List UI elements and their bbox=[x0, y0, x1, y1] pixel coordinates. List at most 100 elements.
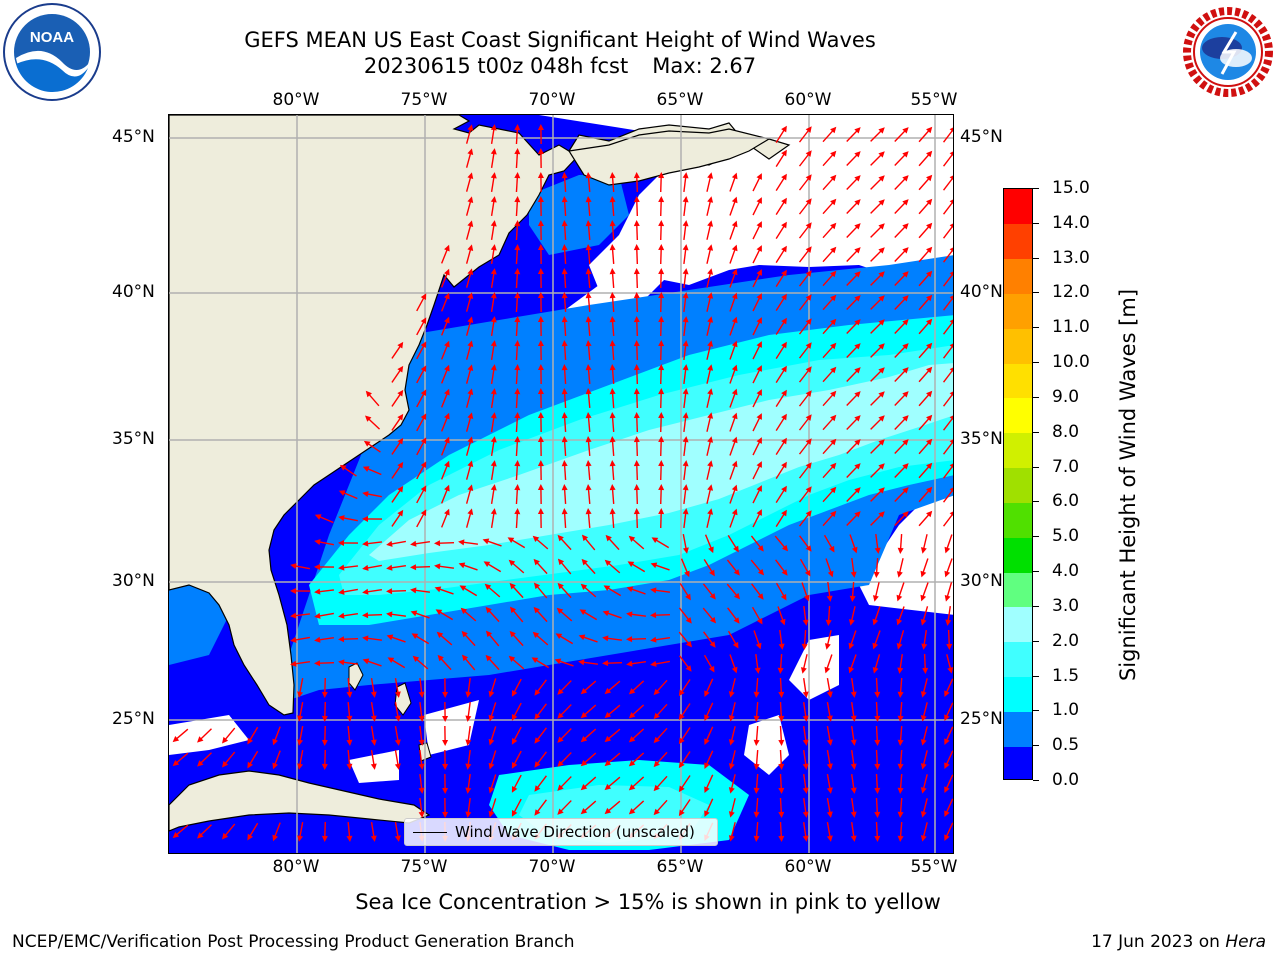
wave-direction-arrow bbox=[603, 585, 622, 597]
wave-direction-arrow bbox=[297, 678, 304, 698]
wave-direction-arrow bbox=[775, 269, 787, 287]
wave-direction-arrow bbox=[459, 585, 478, 597]
wave-direction-arrow bbox=[604, 776, 621, 791]
wave-direction-arrow bbox=[321, 677, 328, 698]
lat-label-right: 45°N bbox=[960, 127, 1003, 147]
wave-direction-arrow bbox=[798, 294, 812, 311]
forecast-run: 20230615 t00z 048h fcst bbox=[363, 54, 629, 78]
wave-direction-arrow bbox=[752, 269, 762, 288]
wave-direction-arrow bbox=[826, 822, 833, 842]
wave-direction-arrow bbox=[728, 702, 736, 722]
wave-direction-arrow bbox=[846, 415, 861, 430]
wave-direction-arrow bbox=[682, 460, 689, 481]
wave-direction-arrow bbox=[362, 564, 382, 571]
wave-direction-arrow bbox=[221, 823, 236, 840]
wave-direction-arrow bbox=[534, 775, 547, 792]
wave-direction-arrow bbox=[514, 172, 521, 193]
wave-direction-arrow bbox=[706, 268, 714, 288]
wave-direction-arrow bbox=[943, 487, 953, 503]
wave-direction-arrow bbox=[561, 484, 568, 505]
wave-direction-arrow bbox=[728, 798, 736, 818]
wave-direction-arrow bbox=[706, 460, 714, 480]
wave-direction-arrow bbox=[440, 484, 450, 504]
wave-direction-arrow bbox=[944, 726, 953, 746]
wave-direction-arrow bbox=[653, 775, 668, 792]
wave-direction-arrow bbox=[706, 220, 714, 240]
wave-direction-arrow bbox=[918, 414, 933, 431]
wave-direction-arrow bbox=[458, 539, 479, 546]
sea-ice-note: Sea Ice Concentration > 15% is shown in … bbox=[355, 890, 941, 914]
colorbar-tick-label: 1.0 bbox=[1052, 700, 1080, 721]
wave-direction-arrow bbox=[658, 268, 665, 289]
wave-direction-arrow bbox=[918, 462, 933, 479]
wave-direction-arrow bbox=[628, 752, 645, 767]
wave-direction-arrow bbox=[729, 244, 738, 264]
wave-direction-arrow bbox=[775, 509, 787, 527]
wave-direction-arrow bbox=[338, 588, 358, 595]
wave-direction-arrow bbox=[728, 822, 736, 842]
noaa-logo-text: NOAA bbox=[30, 29, 74, 46]
no-data-area bbox=[539, 115, 953, 290]
wave-direction-arrow bbox=[729, 268, 738, 288]
wave-direction-arrow bbox=[314, 514, 334, 524]
wave-direction-arrow bbox=[197, 728, 212, 743]
wave-direction-arrow bbox=[798, 462, 812, 479]
wave-direction-arrow bbox=[297, 726, 304, 746]
wave-direction-arrow bbox=[706, 364, 714, 384]
wave-direction-arrow bbox=[416, 389, 427, 408]
wave-direction-arrow bbox=[943, 439, 953, 455]
wave-direction-arrow bbox=[416, 365, 427, 384]
wave-direction-arrow bbox=[465, 196, 474, 216]
wave-direction-arrow bbox=[752, 413, 762, 432]
wave-direction-arrow bbox=[314, 563, 335, 570]
wave-direction-arrow bbox=[585, 292, 592, 313]
wave-direction-arrow bbox=[653, 751, 668, 768]
wave-direction-arrow bbox=[682, 244, 689, 265]
wave-direction-arrow bbox=[894, 487, 909, 502]
wave-direction-arrow bbox=[386, 564, 407, 571]
wave-direction-arrow bbox=[633, 508, 640, 529]
wave-direction-arrow bbox=[872, 654, 881, 674]
wave-direction-arrow bbox=[460, 607, 477, 622]
wave-direction-arrow bbox=[874, 821, 881, 842]
wave-direction-arrow bbox=[490, 268, 497, 288]
wave-direction-arrow bbox=[729, 654, 738, 674]
wave-direction-arrow bbox=[706, 292, 714, 312]
wave-direction-arrow bbox=[653, 727, 668, 744]
wave-direction-arrow bbox=[802, 821, 809, 842]
wave-direction-arrow bbox=[658, 340, 665, 361]
wave-direction-arrow bbox=[272, 750, 281, 770]
wave-direction-arrow bbox=[826, 581, 833, 602]
wave-direction-arrow bbox=[824, 630, 832, 650]
wave-direction-arrow bbox=[370, 726, 377, 746]
wave-direction-arrow bbox=[702, 607, 717, 624]
wave-direction-arrow bbox=[894, 391, 909, 406]
wave-direction-arrow bbox=[822, 246, 837, 263]
wave-direction-arrow bbox=[778, 797, 785, 818]
wave-direction-arrow bbox=[628, 535, 645, 550]
colorbar-title: Significant Height of Wind Waves [m] bbox=[1116, 288, 1140, 682]
wave-direction-arrow bbox=[850, 725, 857, 746]
wave-direction-arrow bbox=[897, 725, 904, 746]
no-data-area bbox=[424, 700, 479, 755]
wave-direction-arrow bbox=[726, 583, 741, 600]
wave-direction-arrow bbox=[585, 316, 592, 337]
wave-direction-arrow bbox=[537, 412, 544, 433]
wave-direction-arrow bbox=[825, 605, 832, 626]
wave-direction-arrow bbox=[801, 629, 808, 650]
colorbar-segment bbox=[1004, 537, 1032, 573]
wave-direction-arrow bbox=[778, 629, 785, 650]
wave-direction-arrow bbox=[297, 702, 304, 722]
wave-direction-arrow bbox=[338, 515, 358, 522]
map-legend: Wind Wave Direction (unscaled) bbox=[404, 818, 718, 846]
wave-direction-arrow bbox=[514, 148, 521, 169]
colorbar-segment bbox=[1004, 467, 1032, 503]
wave-direction-arrow bbox=[578, 634, 598, 643]
wave-direction-arrow bbox=[391, 413, 404, 431]
wave-direction-arrow bbox=[338, 612, 359, 619]
wave-direction-arrow bbox=[633, 412, 640, 433]
wave-direction-arrow bbox=[753, 630, 762, 650]
wave-direction-arrow bbox=[440, 244, 450, 264]
wave-direction-arrow bbox=[557, 558, 572, 575]
wave-direction-arrow bbox=[440, 436, 450, 456]
